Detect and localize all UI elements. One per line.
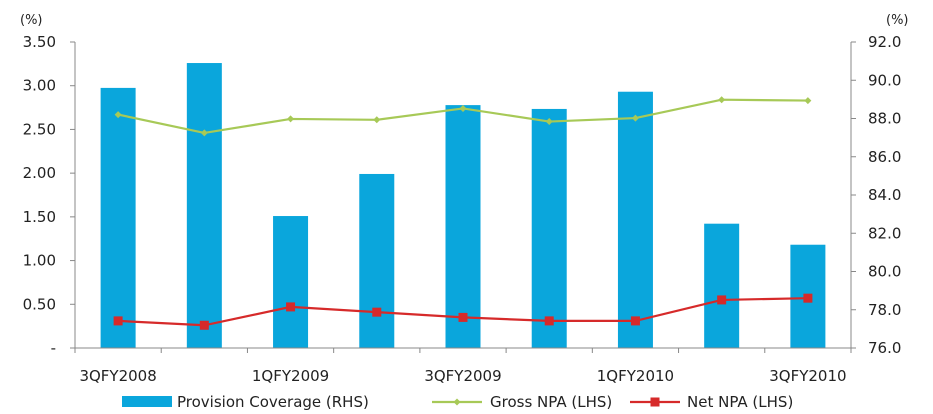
bar-3QFY2009 bbox=[445, 105, 481, 348]
legend-marker-gross-npa bbox=[453, 398, 461, 406]
bar-2QFY2010 bbox=[704, 223, 740, 348]
left-tick-label: 2.50 bbox=[23, 120, 56, 138]
gross-npa-point bbox=[718, 96, 726, 104]
legend-label-provision-coverage: Provision Coverage (RHS) bbox=[177, 393, 369, 411]
gross-npa-point bbox=[200, 129, 208, 137]
gross-npa-point bbox=[373, 116, 381, 124]
right-tick-label: 88.0 bbox=[868, 110, 901, 128]
legend-label-gross-npa: Gross NPA (LHS) bbox=[490, 393, 612, 411]
net-npa-point bbox=[286, 302, 296, 312]
x-tick-label: 3QFY2010 bbox=[769, 367, 846, 385]
gross-npa-point bbox=[545, 118, 553, 126]
left-tick-label: 1.00 bbox=[23, 252, 56, 270]
gross-npa-point bbox=[631, 114, 639, 122]
left-tick-label: 1.50 bbox=[23, 208, 56, 226]
left-tick-label: 3.00 bbox=[23, 77, 56, 95]
gross-npa-point bbox=[804, 97, 812, 105]
left-tick-label: 0.50 bbox=[23, 295, 56, 313]
left-tick-label: 3.50 bbox=[23, 33, 56, 51]
bar-4QFY2008 bbox=[186, 63, 222, 348]
x-tick-label: 1QFY2010 bbox=[597, 367, 674, 385]
right-axis-unit-label: (%) bbox=[886, 13, 909, 28]
legend-label-net-npa: Net NPA (LHS) bbox=[687, 393, 793, 411]
net-npa-point bbox=[544, 316, 554, 326]
net-npa-point bbox=[630, 316, 640, 326]
bar-4QFY2009 bbox=[531, 108, 567, 348]
net-npa-point bbox=[199, 320, 209, 330]
left-tick-label: 2.00 bbox=[23, 164, 56, 182]
net-npa-point bbox=[113, 316, 123, 326]
net-npa-point bbox=[458, 312, 468, 322]
bar-2QFY2009 bbox=[359, 173, 395, 348]
x-tick-label: 3QFY2008 bbox=[79, 367, 156, 385]
gross-npa-point bbox=[114, 111, 122, 119]
right-tick-label: 84.0 bbox=[868, 186, 901, 204]
right-tick-label: 90.0 bbox=[868, 71, 901, 89]
right-tick-label: 82.0 bbox=[868, 224, 901, 242]
gross-npa-point bbox=[287, 115, 295, 123]
gross-npa-point bbox=[459, 104, 467, 112]
legend-marker-net-npa bbox=[650, 397, 660, 407]
net-npa-point bbox=[717, 295, 727, 305]
right-tick-label: 76.0 bbox=[868, 339, 901, 357]
bar-1QFY2009 bbox=[273, 216, 309, 348]
right-tick-label: 86.0 bbox=[868, 148, 901, 166]
right-tick-label: 78.0 bbox=[868, 301, 901, 319]
left-tick-label: - bbox=[51, 339, 56, 357]
bar-1QFY2010 bbox=[617, 91, 653, 348]
net-npa-point bbox=[372, 307, 382, 317]
right-tick-label: 92.0 bbox=[868, 33, 901, 51]
right-tick-label: 80.0 bbox=[868, 263, 901, 281]
legend-swatch-provision-coverage bbox=[122, 396, 172, 407]
left-axis-unit-label: (%) bbox=[20, 13, 43, 28]
net-npa-point bbox=[803, 293, 813, 303]
x-tick-label: 1QFY2009 bbox=[252, 367, 329, 385]
bar-3QFY2008 bbox=[100, 87, 136, 349]
x-tick-label: 3QFY2009 bbox=[424, 367, 501, 385]
